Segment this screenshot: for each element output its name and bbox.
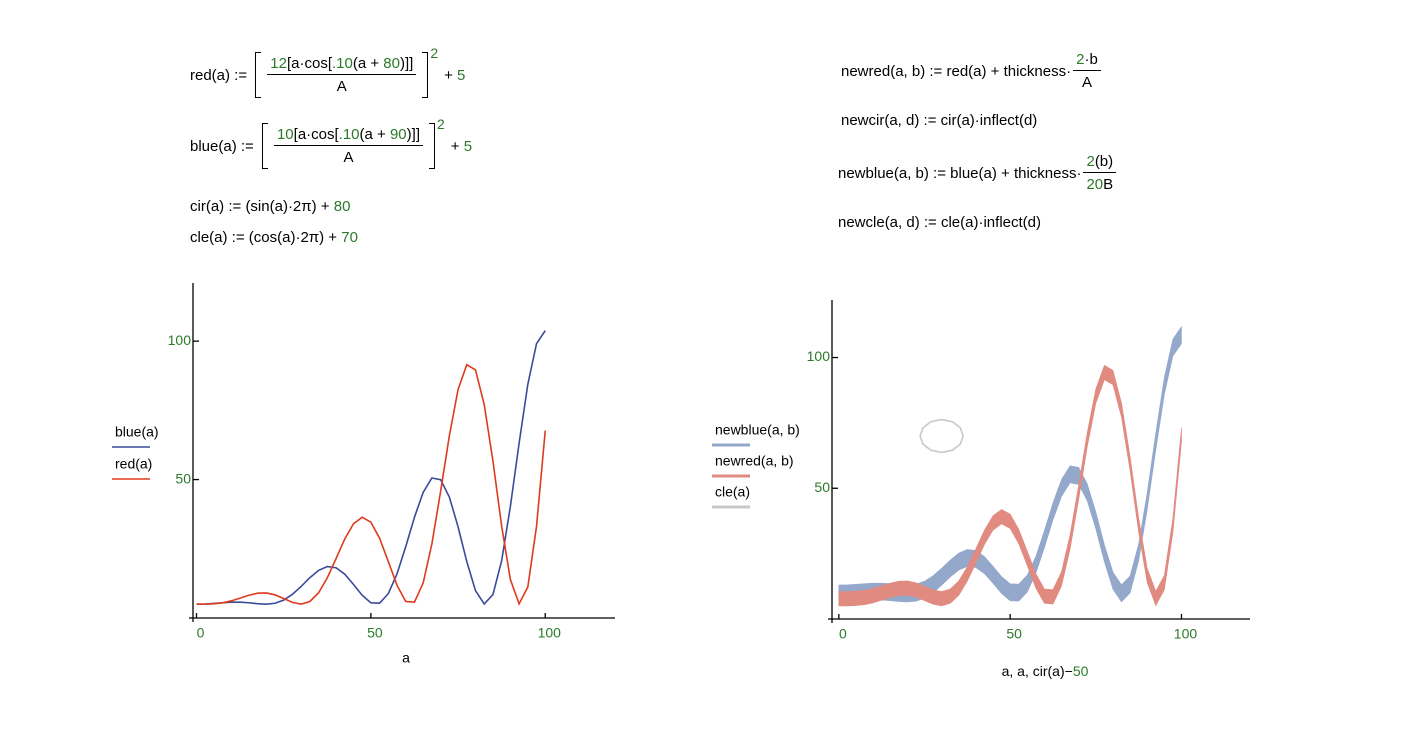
eq-text: red(a) + thickness· <box>946 62 1072 80</box>
curve <box>196 330 546 606</box>
x-axis-label: a, a, cir(a)−50 <box>1002 663 1089 679</box>
x-axis-label: a <box>402 650 410 666</box>
eq-number: 20 <box>1086 176 1104 193</box>
eq-text: (sin(a)·2π) + <box>245 197 330 215</box>
eq-text: cle(a)·inflect(d) <box>940 213 1041 231</box>
equation: newred(a, b) := red(a) + thickness· 2·b … <box>841 43 1103 99</box>
equation: newcle(a, d) := cle(a)·inflect(d) <box>838 194 1041 250</box>
eq-lhs: blue(a) := <box>190 137 254 155</box>
legend-label: red(a) <box>115 456 152 472</box>
eq-text: )]] <box>406 126 420 143</box>
eq-text: )]] <box>399 55 414 72</box>
eq-number: 5 <box>457 66 466 84</box>
eq-lhs: cir(a) := <box>190 197 242 215</box>
y-tick-label: 50 <box>814 479 830 495</box>
eq-text: A <box>336 78 347 95</box>
curve <box>196 363 547 606</box>
equation: newcir(a, d) := cir(a)·inflect(d) <box>841 92 1037 148</box>
eq-text: [a·cos[ <box>286 55 332 72</box>
eq-number: 80 <box>333 197 351 215</box>
eq-text: A <box>343 149 354 166</box>
eq-exponent: 2 <box>437 116 445 132</box>
eq-text: cir(a)·inflect(d) <box>940 111 1038 129</box>
eq-text: + <box>450 137 460 155</box>
x-tick-label: 0 <box>197 625 205 641</box>
equation: newblue(a, b) := blue(a) + thickness· 2(… <box>838 145 1118 201</box>
x-tick-label: 100 <box>1174 626 1198 642</box>
fraction: 2(b) 20B <box>1083 153 1117 193</box>
x-tick-label: 50 <box>1006 626 1022 642</box>
bracket <box>422 52 429 98</box>
x-axis-label-part: a, a, cir(a)− <box>1002 663 1073 679</box>
legend-label: newred(a, b) <box>715 453 794 469</box>
legend-label: newblue(a, b) <box>715 422 800 438</box>
eq-number: .10 <box>331 55 353 72</box>
x-tick-label: 100 <box>538 625 562 641</box>
y-tick-label: 50 <box>175 470 191 486</box>
eq-text: + <box>444 66 453 84</box>
eq-text: (a + <box>352 55 384 72</box>
eq-number: 2 <box>1086 153 1095 170</box>
eq-number: 90 <box>389 126 407 143</box>
eq-text: ·b <box>1084 51 1098 68</box>
eq-lhs: newcir(a, d) := <box>841 111 937 129</box>
bracket <box>261 123 268 169</box>
eq-lhs: newcle(a, d) := <box>838 213 937 231</box>
eq-lhs: newblue(a, b) := <box>838 164 946 182</box>
fraction: 10[a·cos[.10(a + 90)]] A <box>273 126 423 166</box>
eq-lhs: red(a) := <box>190 66 248 84</box>
eq-text: blue(a) + thickness· <box>950 164 1082 182</box>
bracket <box>429 123 435 169</box>
fraction: 2·b A <box>1073 51 1101 91</box>
equation: cle(a) := (cos(a)·2π) + 70 <box>190 209 358 265</box>
curve <box>919 418 965 454</box>
y-tick-label: 100 <box>168 332 192 348</box>
fraction: 12[a·cos[.10(a + 80)]] A <box>267 55 417 95</box>
y-tick-label: 100 <box>807 348 831 364</box>
eq-number: 80 <box>383 55 400 72</box>
x-tick-label: 0 <box>839 626 847 642</box>
eq-text: [a·cos[ <box>293 126 339 143</box>
band <box>838 364 1182 607</box>
eq-number: 12 <box>270 55 287 72</box>
legend-label: blue(a) <box>115 424 159 440</box>
eq-number: 2 <box>1076 51 1085 68</box>
x-tick-label: 50 <box>367 625 383 641</box>
equation: blue(a) := 10[a·cos[.10(a + 90)]] A 2 + … <box>190 116 473 174</box>
x-axis-label-part: 50 <box>1073 663 1089 679</box>
eq-text: (a + <box>359 126 390 143</box>
eq-text: B <box>1103 176 1114 193</box>
equation: cir(a) := (sin(a)·2π) + 80 <box>190 178 350 234</box>
eq-number: 70 <box>341 228 358 246</box>
eq-number: 10 <box>276 126 294 143</box>
eq-text: A <box>1081 74 1092 91</box>
eq-lhs: cle(a) := <box>190 228 245 246</box>
eq-text: (b) <box>1094 153 1114 170</box>
equation: red(a) := 12[a·cos[.10(a + 80)]] A 2 + 5 <box>190 45 466 103</box>
eq-text: (cos(a)·2π) + <box>248 228 338 246</box>
eq-number: 5 <box>463 137 473 155</box>
eq-lhs: newred(a, b) := <box>841 62 943 80</box>
band <box>838 325 1182 603</box>
legend-label: cle(a) <box>715 484 750 500</box>
bracket <box>255 52 262 98</box>
eq-number: .10 <box>338 126 360 143</box>
eq-exponent: 2 <box>430 45 439 61</box>
